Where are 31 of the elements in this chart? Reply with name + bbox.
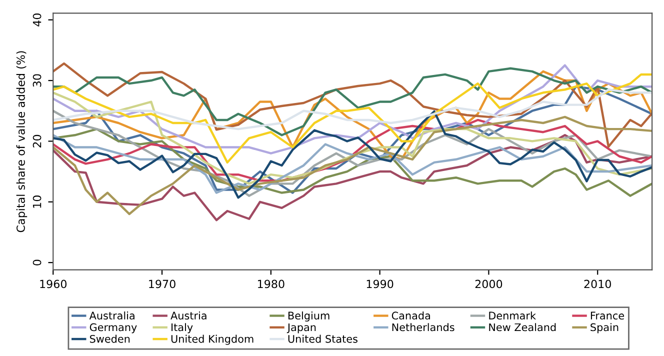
x-tick-label: 2000: [475, 280, 502, 288]
legend-label: Netherlands: [392, 323, 454, 332]
legend-label: New Zealand: [489, 323, 556, 332]
legend-label: Belgium: [288, 311, 330, 322]
line-series: [53, 116, 652, 216]
legend-label: Australia: [89, 311, 134, 320]
legend-label: Spain: [590, 323, 618, 334]
legend-label: Germany: [90, 323, 137, 334]
legend-label: Sweden: [90, 334, 130, 343]
line-series: [53, 88, 652, 130]
legend-label: United Kingdom: [171, 334, 254, 345]
legend-label: Denmark: [489, 311, 536, 320]
y-tick-label: 40: [32, 14, 42, 26]
line-series: [53, 118, 652, 182]
y-tick-label: 10: [32, 196, 42, 208]
x-tick-label: 1970: [149, 280, 176, 288]
y-tick-label: 0: [32, 260, 42, 266]
x-tick-label: 1980: [258, 280, 284, 288]
line-series: [53, 67, 652, 136]
x-tick-label: 1990: [366, 280, 394, 288]
y-tick-label: 30: [32, 74, 42, 87]
x-tick-label: 2010: [584, 280, 611, 288]
legend-label: United States: [288, 334, 358, 343]
legend-label: Italy: [172, 323, 193, 334]
legend-label: Japan: [286, 323, 316, 334]
y-tick-label: 20: [32, 134, 42, 148]
y-axis-title: Capital share of value added (%): [16, 51, 28, 232]
legend-label: Canada: [392, 311, 430, 320]
x-tick-label: 1960: [40, 280, 67, 288]
legend-label: France: [590, 312, 624, 320]
legend-label: Austria: [170, 311, 206, 320]
